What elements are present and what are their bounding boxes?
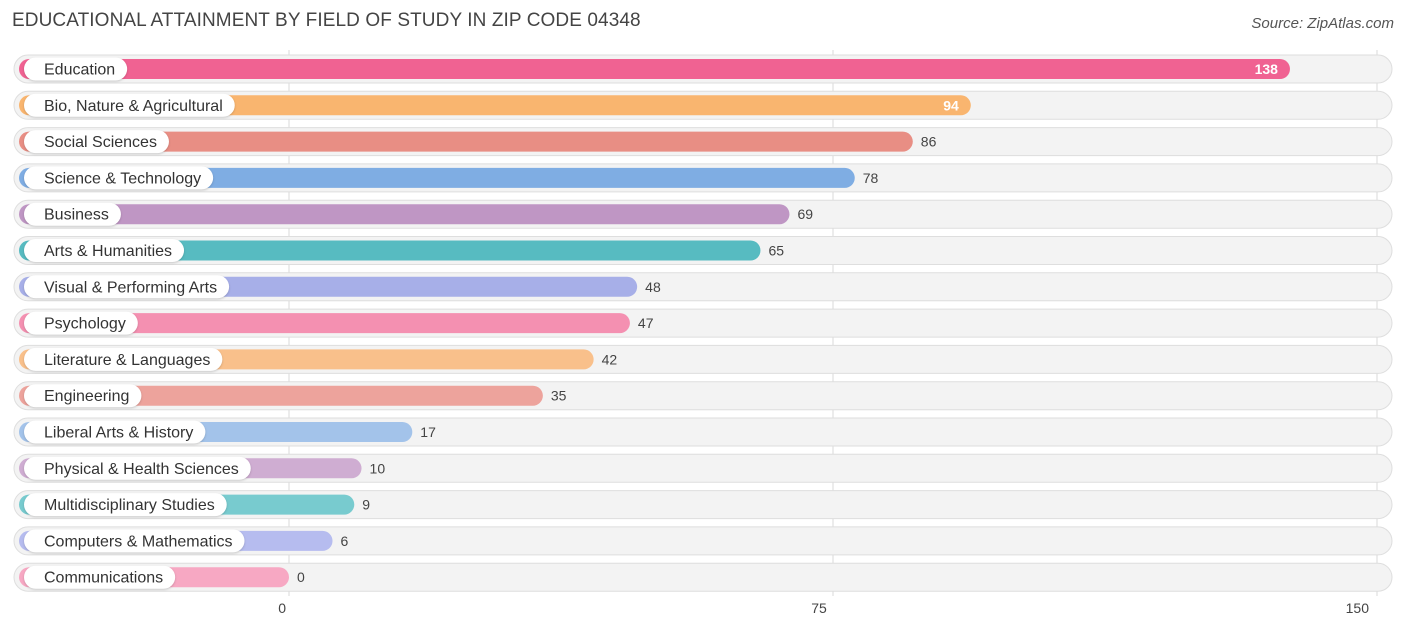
row-background [13,526,1393,556]
bar-row: Education 138 [13,54,1393,84]
bar-row: Social Sciences 86 [13,127,1393,157]
bar-row: Science & Technology 78 [13,163,1393,193]
bar-row: Multidisciplinary Studies 9 [13,490,1393,520]
value-label: 9 [362,497,370,513]
source-note: Source: ZipAtlas.com [1251,15,1394,32]
value-label: 78 [863,170,879,186]
value-label: 6 [341,533,349,549]
bar[interactable] [19,167,855,188]
value-label: 0 [297,569,305,585]
bar-row: Literature & Languages 42 [13,344,1393,374]
value-label: 94 [943,97,959,113]
bar-row: Communications 0 [13,562,1393,592]
bar-row: Arts & Humanities 65 [13,236,1393,265]
category-label: Liberal Arts & History [44,425,193,442]
row-background [13,562,1393,592]
bar[interactable] [19,204,790,225]
category-label-pill [24,239,185,262]
value-label: 48 [645,279,661,295]
bar[interactable] [19,385,543,406]
category-label-pill [24,202,121,226]
bar-row: Visual & Performing Arts 48 [13,272,1393,302]
bar[interactable] [19,59,1290,79]
value-label: 86 [921,134,937,150]
value-label: 65 [768,243,784,259]
bar-row: Liberal Arts & History 17 [13,417,1393,447]
category-label: Science & Technology [44,170,201,187]
category-label-pill [24,275,230,299]
value-label: 10 [370,460,386,476]
category-label: Social Sciences [44,134,157,151]
category-label-pill [24,166,214,190]
category-label-pill [24,384,142,408]
category-label: Psychology [44,316,126,333]
category-label-pill [24,493,227,517]
bar[interactable] [19,240,761,261]
bar-row: Computers & Mathematics 6 [13,526,1393,556]
category-label-pill [24,57,128,81]
source-brand[interactable]: ZipAtlas.com [1307,15,1394,32]
chart-title: EDUCATIONAL ATTAINMENT BY FIELD OF STUDY… [12,10,641,31]
bar[interactable] [19,95,971,116]
value-label: 138 [1255,61,1279,77]
category-label-pill [24,420,206,444]
category-label-pill [24,347,223,371]
category-label: Multidisciplinary Studies [44,497,215,514]
bar[interactable] [19,131,913,152]
category-label-pill [24,529,245,553]
bar-row: Psychology 47 [13,308,1393,338]
x-tick-label: 75 [811,600,827,616]
category-label: Arts & Humanities [44,243,172,260]
category-label-pill [24,456,251,480]
value-label: 69 [797,206,813,222]
category-label: Communications [44,570,163,587]
bar-row: Physical & Health Sciences 10 [13,453,1393,483]
bar-row: Engineering 35 [13,381,1393,411]
category-label-pill [24,311,138,335]
x-tick-label: 150 [1346,600,1370,616]
value-label: 35 [551,388,567,404]
category-label: Bio, Nature & Agricultural [44,98,223,115]
value-label: 42 [602,351,618,367]
category-label: Engineering [44,388,129,405]
category-label: Literature & Languages [44,352,210,369]
category-label: Education [44,62,115,79]
category-label: Visual & Performing Arts [44,279,217,296]
bar[interactable] [19,313,630,334]
category-label-pill [24,565,176,589]
x-tick-label: 0 [278,600,286,616]
category-label: Physical & Health Sciences [44,461,239,478]
category-label-pill [24,93,235,117]
bar-row: Bio, Nature & Agricultural 94 [13,90,1393,120]
source-prefix: Source: [1251,15,1308,32]
value-label: 17 [420,424,436,440]
value-label: 47 [638,315,654,331]
category-label: Business [44,207,109,224]
category-label-pill [24,130,169,154]
row-background [13,490,1393,520]
bar-row: Business 69 [13,199,1393,229]
category-label: Computers & Mathematics [44,533,233,550]
